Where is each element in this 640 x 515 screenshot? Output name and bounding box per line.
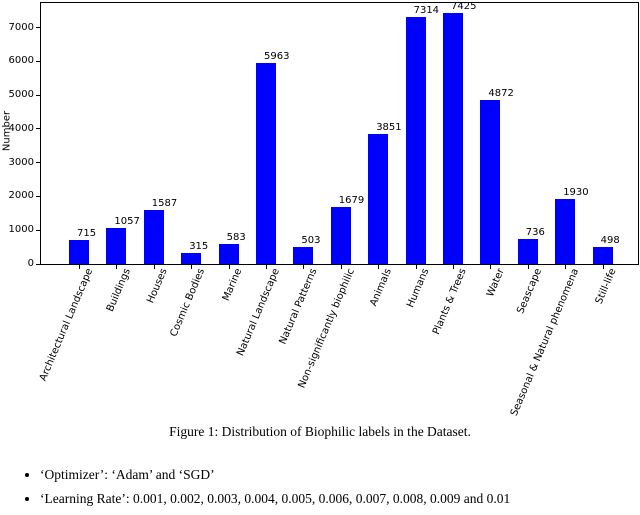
bar-value-label: 7314 xyxy=(413,5,440,17)
y-tick-label: 6000 xyxy=(8,55,34,67)
y-tick-mark xyxy=(36,263,40,265)
bar-value-label: 503 xyxy=(301,235,321,247)
bar xyxy=(480,99,501,264)
x-tick-label-text: Natural Patterns xyxy=(277,267,320,347)
bar-value-label: 736 xyxy=(525,227,545,239)
bar xyxy=(592,247,613,264)
bar xyxy=(443,13,463,264)
figure-caption: Figure 1: Distribution of Biophilic labe… xyxy=(169,424,471,439)
x-tick-label-text: Architectural Landscape xyxy=(37,267,96,383)
y-tick-mark xyxy=(36,162,40,164)
bar-value-label: 1587 xyxy=(151,198,178,210)
y-tick-label: 4000 xyxy=(8,122,34,134)
x-tick-label-text: Buildings xyxy=(104,267,133,314)
x-tick-mark xyxy=(79,265,80,269)
x-tick-mark xyxy=(490,265,492,269)
x-tick-label-text: Still-life xyxy=(593,267,619,306)
bar-value-label: 4872 xyxy=(488,87,514,99)
bar xyxy=(555,198,576,264)
x-tick-label-text: Cosmic Bodies xyxy=(168,267,208,339)
bar-value-label: 5963 xyxy=(264,50,290,62)
bar-value-label: 1057 xyxy=(114,216,140,228)
y-tick-mark xyxy=(36,128,40,130)
bullet-learning-rate: ‘Learning Rate’: 0.001, 0.002, 0.003, 0.… xyxy=(40,491,510,506)
x-tick-label-text: Humans xyxy=(405,267,432,310)
bar-value-label: 3851 xyxy=(376,121,402,133)
bar xyxy=(405,17,426,264)
y-tick-mark xyxy=(36,195,40,197)
x-tick-mark xyxy=(303,265,305,269)
bar-value-label: 583 xyxy=(226,232,246,244)
y-tick-label: 3000 xyxy=(8,156,34,168)
x-tick-mark xyxy=(191,265,193,269)
bar-value-label: 7425 xyxy=(451,1,477,13)
y-tick-mark xyxy=(36,27,40,29)
x-tick-mark xyxy=(565,265,567,269)
y-tick-label: 0 xyxy=(27,258,34,269)
x-tick-mark xyxy=(527,265,529,269)
x-tick-mark xyxy=(378,265,380,269)
bar-value-label: 1679 xyxy=(338,195,365,207)
y-tick-mark xyxy=(36,60,40,62)
bar-value-label: 315 xyxy=(189,241,209,253)
y-tick-label: 7000 xyxy=(8,21,34,33)
bar xyxy=(293,247,314,264)
x-tick-label-text: Water xyxy=(484,267,507,299)
y-tick-mark xyxy=(36,229,40,231)
bar xyxy=(181,253,202,264)
x-tick-label-text: Seasonal & Natural phenomena xyxy=(509,267,582,418)
x-tick-mark xyxy=(153,265,155,269)
y-tick-label: 2000 xyxy=(8,190,34,202)
bar xyxy=(330,207,351,264)
x-tick-label-text: Houses xyxy=(145,267,170,305)
bar-value-label: 1930 xyxy=(563,186,589,198)
y-tick-label: 5000 xyxy=(8,89,34,101)
x-tick-mark xyxy=(116,265,118,269)
y-tick-label: 1000 xyxy=(8,224,34,236)
x-tick-mark xyxy=(228,265,230,269)
bullet-list: ‘Optimizer’: ‘Adam’ and ‘SGD’ ‘Learning … xyxy=(26,467,510,515)
bar-value-label: 715 xyxy=(77,227,97,239)
x-tick-label-text: Natural Landscape xyxy=(235,267,283,358)
x-tick-label-text: Plants & Trees xyxy=(431,267,470,337)
bar xyxy=(256,62,276,264)
x-tick-label-text: Marine xyxy=(221,267,245,303)
x-tick-mark xyxy=(602,265,604,269)
x-tick-label-text: Animals xyxy=(368,267,395,308)
x-tick-mark xyxy=(266,265,267,269)
figure-1-bar-chart: Number 0 1000 2000 3000 4000 5000 6000 7000 715 A… xyxy=(2,1,639,418)
bar xyxy=(517,239,538,264)
bar xyxy=(218,244,239,264)
bar xyxy=(69,239,89,264)
bar-value-label: 498 xyxy=(600,235,620,247)
x-tick-mark xyxy=(415,265,417,269)
x-tick-label-text: Seascape xyxy=(515,267,544,316)
bullet-optimizer: ‘Optimizer’: ‘Adam’ and ‘SGD’ xyxy=(40,467,510,482)
bar xyxy=(368,133,389,264)
x-tick-mark xyxy=(340,265,342,269)
y-tick-mark xyxy=(36,94,40,96)
bar xyxy=(143,210,164,264)
bar xyxy=(106,228,127,264)
x-tick-mark xyxy=(453,265,454,269)
